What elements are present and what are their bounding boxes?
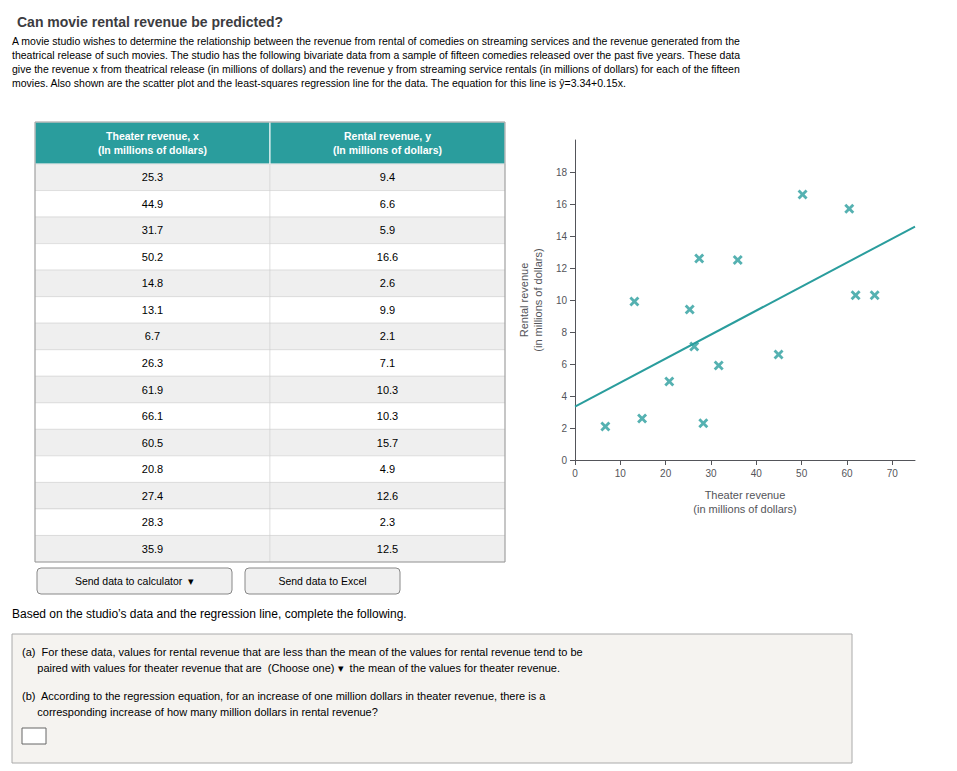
svg-text:6.6: 6.6 [380, 198, 395, 210]
svg-text:4: 4 [561, 391, 567, 402]
svg-text:28.3: 28.3 [142, 516, 163, 528]
svg-text:20.8: 20.8 [142, 463, 163, 475]
svg-text:2: 2 [561, 423, 567, 434]
svg-text:8: 8 [561, 327, 567, 338]
svg-text:4.9: 4.9 [380, 463, 395, 475]
svg-text:25.3: 25.3 [142, 171, 163, 183]
svg-text:20: 20 [660, 468, 672, 479]
svg-text:2.3: 2.3 [380, 516, 395, 528]
svg-text:35.9: 35.9 [142, 543, 163, 555]
svg-text:14.8: 14.8 [142, 277, 163, 289]
svg-text:2.6: 2.6 [380, 277, 395, 289]
svg-text:(In millions of dollars): (In millions of dollars) [333, 144, 442, 156]
svg-text:12: 12 [556, 263, 568, 274]
svg-text:66.1: 66.1 [142, 410, 163, 422]
svg-text:16.6: 16.6 [377, 251, 398, 263]
svg-text:0: 0 [572, 468, 578, 479]
svg-text:corresponding increase of how: corresponding increase of how many milli… [22, 706, 378, 718]
svg-text:26.3: 26.3 [142, 357, 163, 369]
svg-text:50.2: 50.2 [142, 251, 163, 263]
svg-text:50: 50 [796, 468, 808, 479]
svg-text:(In millions of dollars): (In millions of dollars) [98, 144, 207, 156]
svg-text:31.7: 31.7 [142, 224, 163, 236]
svg-text:Can movie rental revenue be pr: Can movie rental revenue be predicted? [17, 14, 283, 30]
svg-text:(in millions of dollars): (in millions of dollars) [693, 503, 796, 515]
svg-text:12.5: 12.5 [377, 543, 398, 555]
svg-text:40: 40 [751, 468, 763, 479]
svg-text:2.1: 2.1 [380, 330, 395, 342]
svg-text:16: 16 [556, 199, 568, 210]
svg-text:9.9: 9.9 [380, 304, 395, 316]
svg-text:61.9: 61.9 [142, 384, 163, 396]
svg-text:9.4: 9.4 [380, 171, 395, 183]
svg-text:18: 18 [556, 167, 568, 178]
svg-text:10.3: 10.3 [377, 384, 398, 396]
svg-text:Rental revenue: Rental revenue [518, 263, 530, 338]
svg-text:5.9: 5.9 [380, 224, 395, 236]
svg-text:12.6: 12.6 [377, 490, 398, 502]
svg-text:15.7: 15.7 [377, 437, 398, 449]
svg-text:70: 70 [887, 468, 899, 479]
svg-text:A movie studio wishes to deter: A movie studio wishes to determine the r… [12, 35, 740, 47]
svg-text:27.4: 27.4 [142, 490, 163, 502]
svg-text:Theater revenue, x: Theater revenue, x [106, 130, 199, 142]
svg-text:14: 14 [556, 231, 568, 242]
svg-text:30: 30 [705, 468, 717, 479]
svg-text:Send data to calculator ▾: Send data to calculator ▾ [75, 575, 194, 587]
svg-text:(b) According to the regressi: (b) According to the regression equation… [22, 690, 546, 702]
svg-text:7.1: 7.1 [380, 357, 395, 369]
svg-text:44.9: 44.9 [142, 198, 163, 210]
svg-text:paired with values for theater: paired with values for theater revenue t… [22, 662, 560, 674]
svg-text:Send data to Excel: Send data to Excel [278, 575, 366, 587]
svg-text:60.5: 60.5 [142, 437, 163, 449]
svg-text:give the revenue x from theatr: give the revenue x from theatrical relea… [12, 63, 740, 75]
svg-text:Based on the studio’s data and: Based on the studio’s data and the regre… [12, 607, 407, 621]
svg-text:10: 10 [556, 295, 568, 306]
svg-text:Rental revenue, y: Rental revenue, y [344, 130, 431, 142]
svg-text:10.3: 10.3 [377, 410, 398, 422]
svg-text:13.1: 13.1 [142, 304, 163, 316]
svg-text:60: 60 [841, 468, 853, 479]
svg-text:(in millions of dollars): (in millions of dollars) [532, 248, 544, 351]
svg-text:10: 10 [615, 468, 627, 479]
svg-text:6: 6 [561, 359, 567, 370]
svg-text:Theater revenue: Theater revenue [705, 489, 786, 501]
svg-text:theatrical release of such mov: theatrical release of such movies. The s… [12, 49, 740, 61]
svg-text:(a) For these data, values fo: (a) For these data, values for rental re… [22, 646, 583, 658]
svg-text:movies. Also shown are the sca: movies. Also shown are the scatter plot … [12, 77, 626, 89]
svg-text:0: 0 [561, 455, 567, 466]
svg-text:6.7: 6.7 [145, 330, 160, 342]
